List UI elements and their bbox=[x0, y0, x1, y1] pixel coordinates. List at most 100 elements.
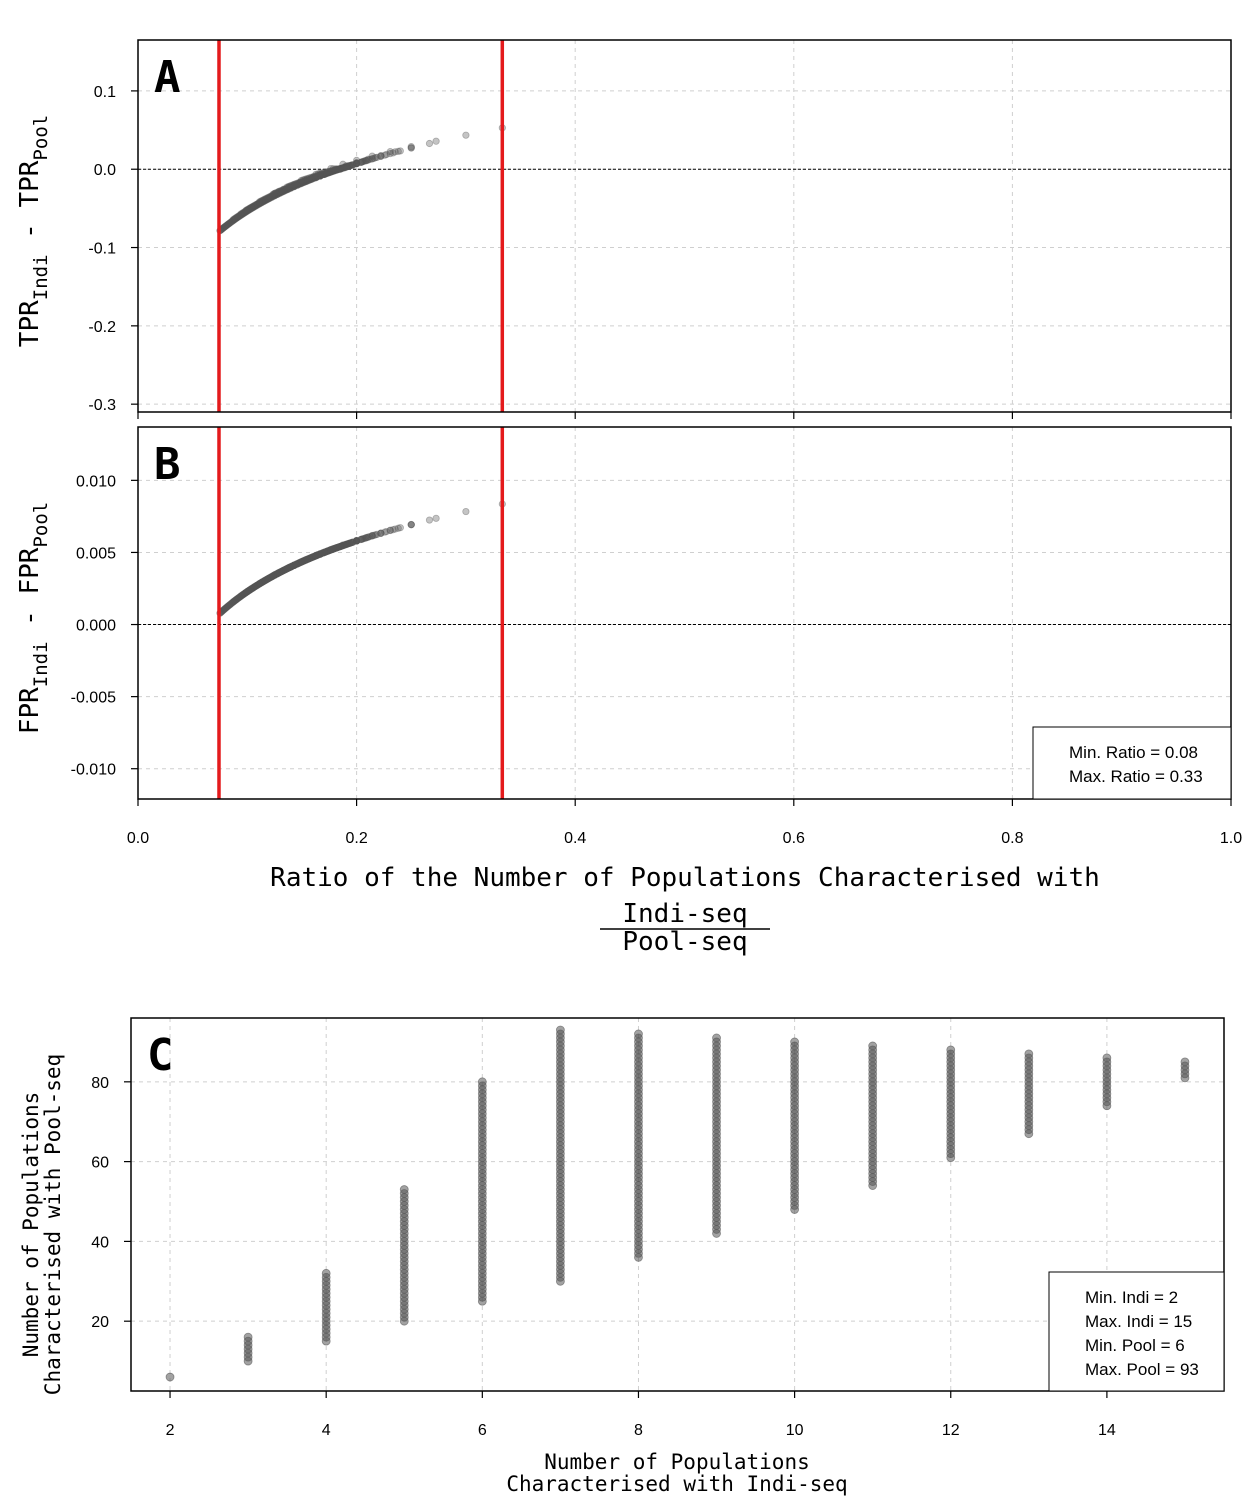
scatter-points bbox=[216, 124, 506, 235]
data-point bbox=[276, 189, 284, 197]
data-point bbox=[321, 548, 329, 556]
data-point bbox=[273, 190, 281, 199]
data-point bbox=[363, 156, 371, 165]
data-point bbox=[328, 545, 336, 554]
data-point bbox=[285, 564, 293, 572]
x-axis-label: Number of Populations bbox=[544, 1450, 810, 1474]
data-point bbox=[284, 564, 292, 572]
data-point bbox=[273, 570, 281, 578]
data-point bbox=[250, 202, 259, 210]
data-point bbox=[328, 167, 336, 176]
data-point bbox=[324, 169, 332, 177]
data-point bbox=[283, 565, 291, 573]
x-axis-label: Characterised with Indi-seq bbox=[506, 1472, 847, 1496]
data-point bbox=[348, 161, 356, 169]
data-point bbox=[360, 534, 368, 543]
data-point bbox=[260, 577, 268, 585]
data-point bbox=[286, 563, 294, 571]
data-point bbox=[285, 185, 293, 193]
data-point bbox=[320, 549, 328, 557]
data-point bbox=[347, 539, 355, 547]
data-point bbox=[389, 526, 397, 534]
data-point bbox=[258, 578, 267, 586]
data-point bbox=[296, 558, 304, 567]
data-point bbox=[271, 571, 279, 579]
data-point bbox=[340, 541, 348, 549]
legend-box bbox=[1048, 1271, 1225, 1392]
data-point bbox=[313, 551, 322, 559]
data-point bbox=[352, 537, 361, 545]
data-point bbox=[281, 566, 289, 574]
data-point bbox=[432, 137, 440, 145]
data-point bbox=[279, 186, 287, 194]
data-point bbox=[267, 193, 275, 201]
data-point bbox=[345, 539, 353, 548]
data-point bbox=[240, 209, 248, 217]
data-point bbox=[299, 176, 307, 184]
data-point bbox=[316, 172, 324, 180]
data-point bbox=[316, 169, 324, 177]
data-point bbox=[399, 1185, 409, 1194]
data-point bbox=[275, 187, 284, 195]
data-point bbox=[297, 558, 305, 566]
data-point bbox=[342, 540, 350, 549]
data-point bbox=[335, 165, 343, 173]
data-point bbox=[339, 164, 347, 172]
data-point bbox=[245, 586, 254, 594]
data-point bbox=[302, 177, 310, 186]
data-point bbox=[290, 561, 298, 569]
data-point bbox=[339, 541, 347, 550]
data-point bbox=[322, 169, 331, 178]
data-point bbox=[261, 576, 269, 585]
data-point bbox=[555, 1025, 565, 1035]
data-point bbox=[330, 545, 338, 553]
data-point bbox=[313, 173, 321, 181]
data-point bbox=[290, 180, 298, 188]
legend-text: Max. Indi = 15 bbox=[1085, 1312, 1192, 1331]
data-point bbox=[1180, 1057, 1190, 1067]
data-point bbox=[235, 213, 243, 221]
data-point bbox=[305, 554, 314, 563]
data-point bbox=[328, 167, 336, 176]
data-point bbox=[377, 152, 385, 160]
data-point bbox=[325, 168, 333, 177]
data-point bbox=[265, 574, 273, 582]
data-point bbox=[251, 583, 259, 591]
data-point bbox=[233, 214, 241, 222]
data-point bbox=[391, 148, 399, 156]
panel-c: 20 40 60 80 2 4 6 8 10 12 14 C Min. Indi = 2 Max. Ind… bbox=[19, 1017, 1225, 1496]
data-point bbox=[377, 152, 385, 160]
data-point bbox=[340, 164, 348, 172]
data-point bbox=[224, 220, 232, 229]
data-point bbox=[386, 148, 394, 156]
data-point bbox=[305, 555, 313, 563]
data-point bbox=[248, 584, 256, 593]
data-point bbox=[386, 526, 394, 534]
data-point bbox=[287, 184, 296, 192]
data-point bbox=[337, 542, 345, 550]
data-point bbox=[298, 177, 306, 186]
data-point bbox=[335, 165, 343, 173]
data-point bbox=[296, 178, 304, 186]
data-point bbox=[319, 549, 327, 557]
data-point bbox=[302, 177, 310, 185]
data-point bbox=[287, 563, 296, 571]
data-point bbox=[243, 588, 251, 596]
data-point bbox=[288, 562, 296, 570]
data-point bbox=[259, 578, 267, 586]
data-point bbox=[264, 575, 272, 583]
data-point bbox=[316, 170, 324, 179]
data-point bbox=[239, 590, 247, 599]
data-point bbox=[258, 197, 266, 206]
data-point bbox=[272, 189, 280, 197]
data-point bbox=[324, 547, 332, 555]
data-point bbox=[341, 164, 349, 172]
data-point bbox=[311, 552, 319, 560]
data-point bbox=[232, 596, 240, 604]
data-point bbox=[223, 603, 231, 611]
data-point bbox=[279, 187, 287, 195]
data-point bbox=[276, 568, 284, 577]
data-point bbox=[327, 168, 335, 176]
x-tick-label: 10 bbox=[786, 1422, 804, 1439]
data-point bbox=[325, 547, 333, 555]
